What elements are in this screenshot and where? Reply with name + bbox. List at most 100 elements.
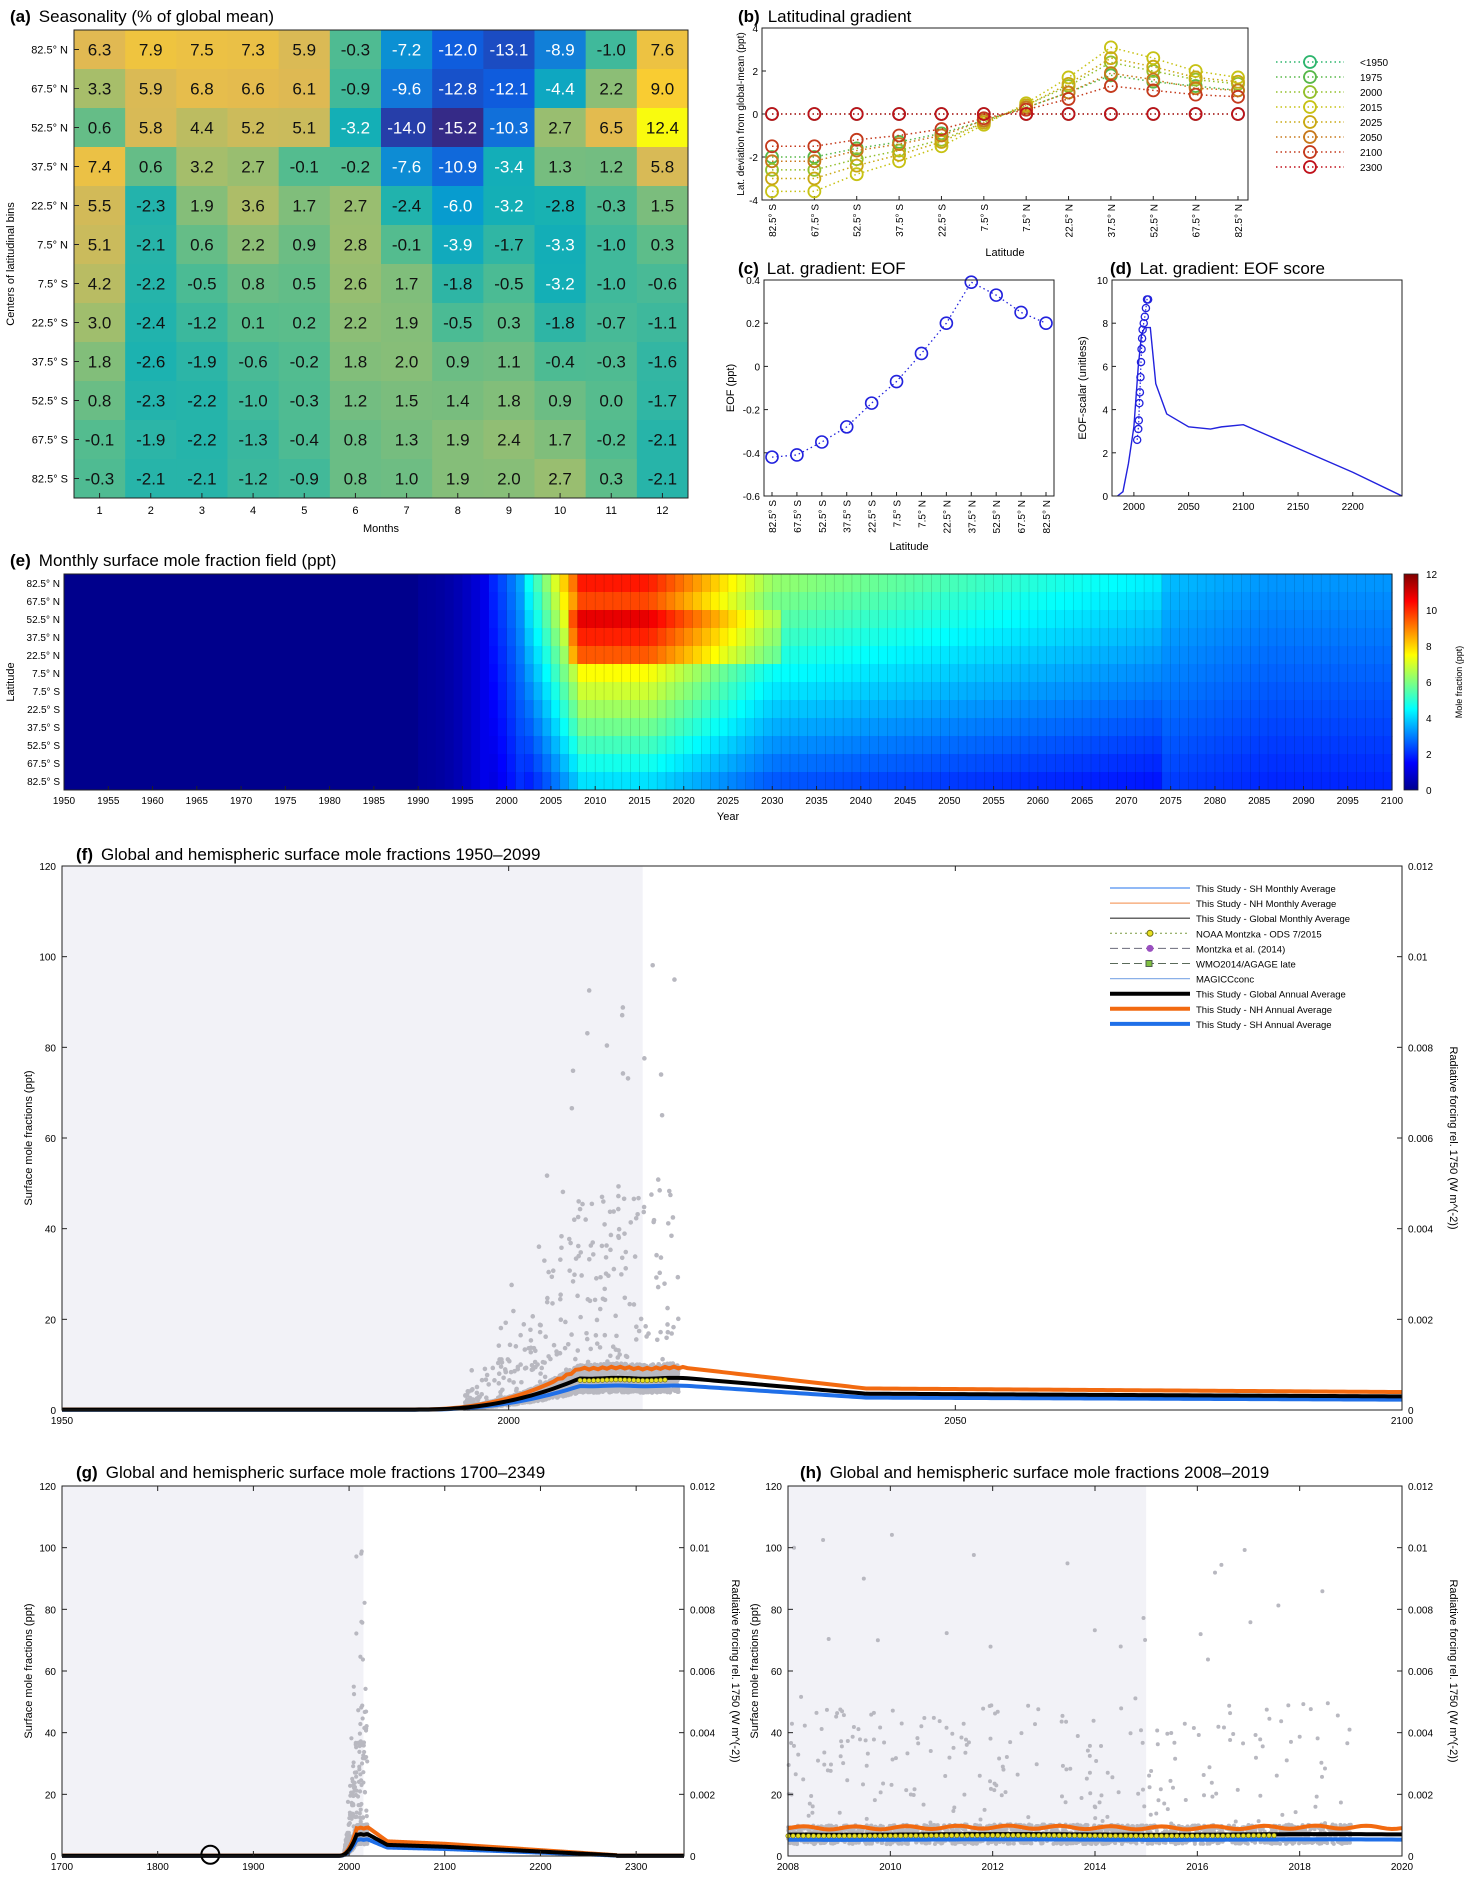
observation-point [572, 1390, 577, 1395]
field-cell [1073, 592, 1082, 611]
field-cell [799, 664, 808, 683]
field-cell [861, 664, 870, 683]
field-cell [383, 610, 392, 629]
field-cell [516, 610, 525, 629]
field-cell [126, 628, 135, 647]
field-cell [1259, 664, 1268, 683]
field-cell [737, 718, 746, 737]
field-cell [1295, 592, 1304, 611]
field-cell [1233, 682, 1242, 701]
field-cell [285, 682, 294, 701]
cell-value: -0.1 [392, 236, 421, 255]
field-cell [445, 682, 454, 701]
field-cell [507, 772, 516, 791]
field-cell [825, 736, 834, 755]
field-cell [639, 754, 648, 773]
field-cell [1144, 628, 1153, 647]
field-cell [1383, 718, 1392, 737]
field-cell [657, 628, 666, 647]
field-cell [1100, 628, 1109, 647]
field-cell [1064, 664, 1073, 683]
field-cell [772, 664, 781, 683]
field-cell [1197, 664, 1206, 683]
field-cell [985, 754, 994, 773]
cell-value: 1.1 [497, 353, 521, 372]
field-cell [666, 646, 675, 665]
field-cell [1241, 718, 1250, 737]
field-cell [994, 646, 1003, 665]
field-cell [1171, 592, 1180, 611]
field-cell [1224, 592, 1233, 611]
field-cell [772, 772, 781, 791]
field-cell [985, 772, 994, 791]
field-cell [825, 574, 834, 593]
field-cell [932, 574, 941, 593]
field-cell [834, 592, 843, 611]
field-cell [825, 610, 834, 629]
field-cell [1321, 754, 1330, 773]
cell-value: -0.3 [597, 197, 626, 216]
field-cell [347, 628, 356, 647]
x-tick-label: 82.5° N [1234, 204, 1245, 237]
cell-value: -1.1 [648, 314, 677, 333]
field-cell [781, 628, 790, 647]
field-cell [1268, 700, 1277, 719]
field-cell [710, 700, 719, 719]
field-cell [347, 592, 356, 611]
field-cell [215, 772, 224, 791]
field-cell [276, 592, 285, 611]
y-tick-label: 22.5° N [31, 201, 68, 213]
field-cell [799, 628, 808, 647]
field-cell [1011, 592, 1020, 611]
field-cell [710, 754, 719, 773]
x-axis-label: Months [363, 523, 400, 535]
field-cell [117, 718, 126, 737]
x-tick-label: 82.5° S [768, 500, 779, 533]
field-cell [932, 772, 941, 791]
field-cell [870, 718, 879, 737]
field-cell [940, 682, 949, 701]
field-cell [551, 574, 560, 593]
observation-point [598, 1307, 603, 1312]
field-cell [1118, 574, 1127, 593]
y-tick-label: 67.5° S [27, 759, 60, 770]
field-cell [870, 574, 879, 593]
field-cell [1073, 700, 1082, 719]
field-cell [693, 754, 702, 773]
observation-point [529, 1338, 534, 1343]
field-cell [755, 646, 764, 665]
field-cell [710, 682, 719, 701]
field-cell [879, 610, 888, 629]
field-cell [330, 754, 339, 773]
x-tick-label: 2065 [1071, 796, 1094, 807]
observation-point [511, 1380, 516, 1385]
cell-value: -1.8 [545, 314, 574, 333]
field-cell [896, 574, 905, 593]
observation-point [572, 1217, 577, 1222]
field-cell [808, 736, 817, 755]
field-cell [1277, 682, 1286, 701]
cell-value: -1.9 [136, 431, 165, 450]
field-cell [666, 700, 675, 719]
field-cell [524, 574, 533, 593]
field-cell [639, 736, 648, 755]
field-cell [489, 682, 498, 701]
field-cell [1197, 754, 1206, 773]
field-cell [1383, 610, 1392, 629]
field-cell [232, 754, 241, 773]
field-cell [551, 610, 560, 629]
field-cell [1295, 664, 1304, 683]
field-cell [1118, 664, 1127, 683]
field-cell [879, 574, 888, 593]
field-cell [533, 682, 542, 701]
cell-value: -10.3 [490, 119, 529, 138]
field-cell [418, 574, 427, 593]
field-cell [1118, 736, 1127, 755]
cell-value: 2.6 [344, 275, 368, 294]
field-cell [940, 772, 949, 791]
field-cell [1197, 700, 1206, 719]
field-cell [905, 700, 914, 719]
field-cell [99, 610, 108, 629]
cell-value: -3.9 [443, 236, 472, 255]
field-cell [622, 772, 631, 791]
